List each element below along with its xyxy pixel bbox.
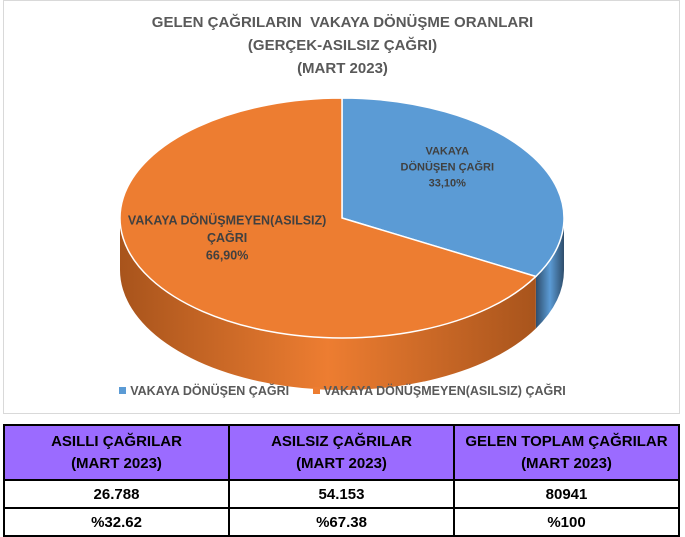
percent-asilsiz: %67.38 [228,507,455,537]
count-asilsiz: 54.153 [228,479,455,509]
percent-asilli: %32.62 [3,507,230,537]
header-toplam: GELEN TOPLAM ÇAĞRILAR (MART 2023) [453,424,680,481]
pie-side-0 [535,218,564,329]
table-header-row: ASILLI ÇAĞRILAR (MART 2023) ASILSIZ ÇAĞRI… [3,424,680,481]
legend-swatch-donusmeyen [312,387,320,395]
pie-label-0-line-1: DÖNÜŞEN ÇAĞRI [401,161,495,174]
summary-table: ASILLI ÇAĞRILAR (MART 2023) ASILSIZ ÇAĞRI… [3,424,680,537]
header-asilsiz: ASILSIZ ÇAĞRILAR (MART 2023) [228,424,455,481]
percent-toplam: %100 [453,507,680,537]
header-asilsiz-line-1: ASILSIZ ÇAĞRILAR [271,432,412,450]
chart-title-line-1: GELEN ÇAĞRILARIN VAKAYA DÖNÜŞME ORANLARI [151,14,534,31]
chart-area: GELEN ÇAĞRILARIN VAKAYA DÖNÜŞME ORANLARI… [3,0,680,414]
header-asilli: ASILLI ÇAĞRILAR (MART 2023) [3,424,230,481]
pie-label-1-line-2: 66,90% [206,248,248,262]
legend-label-donusmeyen: VAKAYA DÖNÜŞMEYEN(ASILSIZ) ÇAĞRI [323,384,566,398]
pie-chart: VAKAYA DÖNÜŞEN ÇAĞRI 33,10% VAKAYA DÖNÜŞMEY… [119,97,565,390]
pie-label-0-line-2: 33,10% [429,178,467,190]
header-asilsiz-line-2: (MART 2023) [296,454,387,472]
legend-label-donusen: VAKAYA DÖNÜŞEN ÇAĞRI [130,384,290,398]
count-asilli: 26.788 [3,479,230,509]
header-asilli-line-1: ASILLI ÇAĞRILAR [51,432,182,450]
pie-side-1 [120,218,536,390]
legend-item-donusen: VAKAYA DÖNÜŞEN ÇAĞRI [119,384,289,398]
chart-title-line-2: (GERÇEK-ASILSIZ ÇAĞRI) [247,37,438,54]
pie-label-1-line-1: ÇAĞRI [207,230,247,245]
pie-label-0-line-0: VAKAYA [425,146,469,158]
pie-slice-0 [341,97,565,278]
chart-legend: VAKAYA DÖNÜŞEN ÇAĞRI VAKAYA DÖNÜŞMEYEN(A… [4,384,681,398]
header-toplam-line-2: (MART 2023) [521,454,612,472]
pie-label-1-line-0: VAKAYA DÖNÜŞMEYEN(ASILSIZ) [128,212,326,227]
table-row-counts: 26.788 54.153 80941 [3,479,680,509]
chart-title-line-3: (MART 2023) [297,60,388,77]
legend-item-donusmeyen: VAKAYA DÖNÜŞMEYEN(ASILSIZ) ÇAĞRI [312,384,566,398]
header-asilli-line-2: (MART 2023) [71,454,162,472]
table-row-percents: %32.62 %67.38 %100 [3,507,680,537]
legend-swatch-donusen [119,387,127,395]
header-toplam-line-1: GELEN TOPLAM ÇAĞRILAR [465,432,668,450]
chart-title: GELEN ÇAĞRILARIN VAKAYA DÖNÜŞME ORANLARI… [4,11,681,80]
count-toplam: 80941 [453,479,680,509]
pie-slice-1 [119,97,538,339]
